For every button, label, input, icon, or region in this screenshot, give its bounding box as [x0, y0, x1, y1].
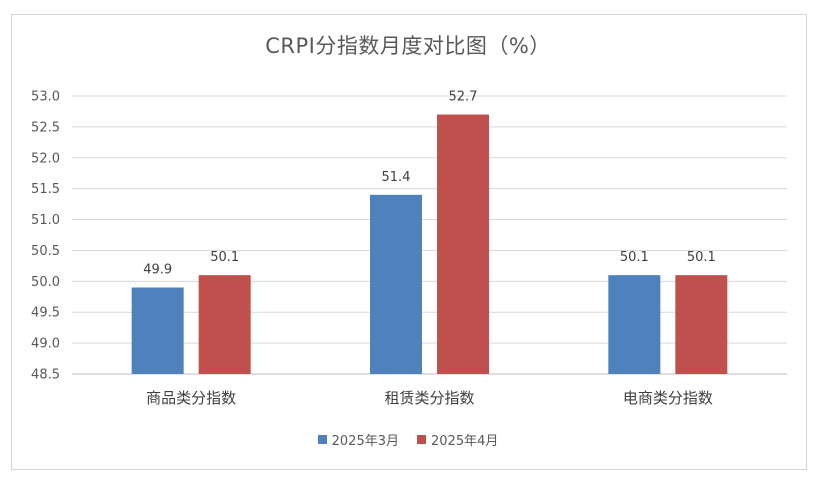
data-label-3-series-2: 50.1: [687, 250, 716, 265]
y-tick-label-5: 51.0: [31, 213, 60, 228]
bar-2-series-1: [370, 194, 422, 374]
bar-1-series-2: [198, 275, 251, 374]
y-tick-label-3: 50.0: [31, 275, 60, 290]
data-label-3-series-1: 50.1: [620, 250, 649, 265]
bar-1-series-1: [131, 287, 184, 374]
data-label-2-series-2: 52.7: [449, 90, 478, 105]
y-tick-label-8: 52.5: [31, 120, 60, 135]
y-tick-label-1: 49.0: [31, 337, 60, 352]
x-category-label-2: 租赁类分指数: [384, 389, 474, 407]
data-label-1-series-1: 49.9: [143, 263, 172, 278]
data-label-1-series-2: 50.1: [210, 250, 239, 265]
legend: 2025年3月 2025年4月: [0, 430, 816, 449]
y-tick-label-0: 48.5: [31, 368, 60, 383]
bar-2-series-2: [437, 114, 489, 375]
legend-swatch-series-2: [417, 435, 426, 444]
y-tick-label-7: 52.0: [31, 151, 60, 166]
legend-label-series-1: 2025年3月: [331, 434, 399, 449]
y-tick-label-9: 53.0: [31, 90, 60, 105]
x-category-label-1: 商品类分指数: [146, 389, 236, 407]
y-tick-label-4: 50.5: [31, 244, 60, 259]
legend-item-series-2: 2025年4月: [417, 430, 498, 449]
legend-label-series-2: 2025年4月: [431, 434, 499, 449]
legend-swatch-series-1: [317, 435, 327, 444]
chart-title: CRPI分指数月度对比图（%）: [265, 34, 551, 58]
legend-item-series-1: 2025年3月: [317, 430, 399, 449]
bar-3-series-1: [608, 275, 661, 374]
data-label-2-series-1: 51.4: [382, 170, 411, 185]
y-tick-label-2: 49.5: [31, 306, 60, 321]
x-category-label-3: 电商类分指数: [623, 389, 713, 407]
bar-3-series-2: [675, 275, 728, 374]
y-tick-label-6: 51.5: [31, 182, 60, 197]
